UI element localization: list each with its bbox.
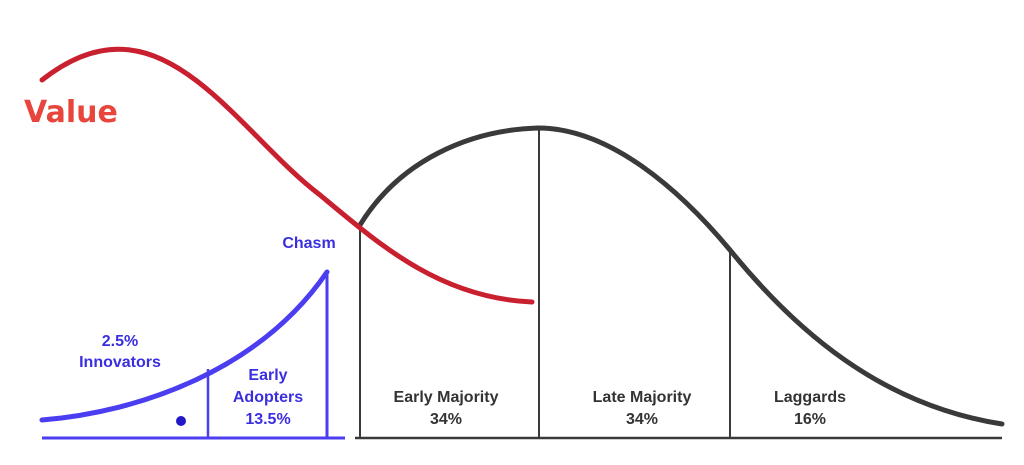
early-majority-percent: 34% [430, 411, 462, 428]
late-majority-label: Late Majority [593, 389, 692, 406]
laggards-label: Laggards [774, 389, 846, 406]
innovators-dot [176, 416, 186, 426]
chasm-label: Chasm [282, 235, 335, 252]
mainstream-adoption-curve [357, 125, 1005, 427]
value-label: Value [24, 95, 118, 130]
value-curve [39, 46, 535, 305]
early-majority-label: Early Majority [394, 389, 499, 406]
early-market-curve [39, 269, 330, 423]
early-adopters-line2: Adopters [233, 389, 303, 406]
early-adopters-line1: Early [248, 367, 287, 384]
late-majority-percent: 34% [626, 411, 658, 428]
early-adopters-percent: 13.5% [245, 411, 290, 428]
laggards-percent: 16% [794, 411, 826, 428]
innovators-percent: 2.5% [102, 333, 138, 350]
innovators-label: Innovators [79, 354, 161, 371]
